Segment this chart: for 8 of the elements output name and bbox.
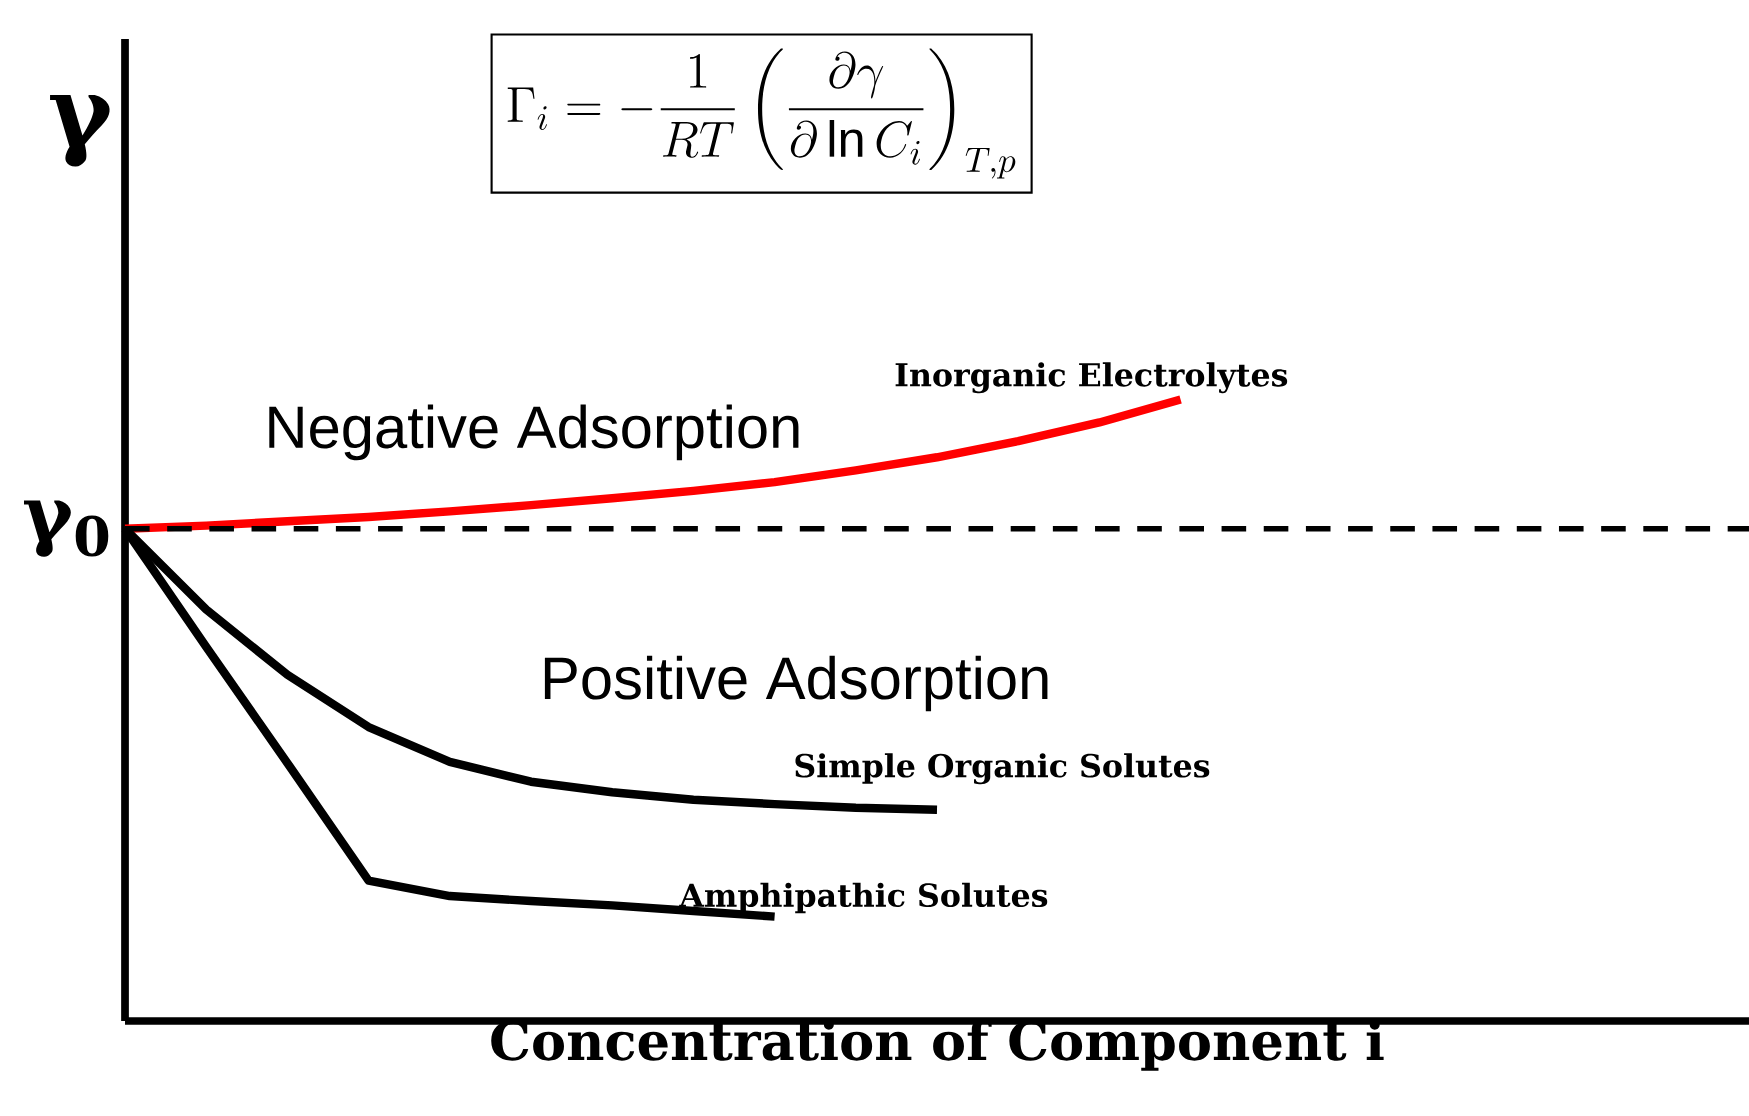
y-axis-title: γ [50, 94, 110, 167]
ref-line-label: γ$_{0}$ [24, 500, 109, 557]
text: $\Gamma_i = -\frac{1}{RT}\left(\frac{\partial\gamma}{\partial\ln C_i}\right)_{T,p}$ [507, 48, 1016, 179]
series-label: Amphipathic Solutes [679, 882, 1048, 914]
annotation: Positive Adsorption [544, 655, 1048, 712]
series-label: Inorganic Electrolytes [895, 362, 1288, 394]
annotation: Negative Adsorption [269, 404, 799, 461]
series-label: Simple Organic Solutes [795, 753, 1210, 785]
